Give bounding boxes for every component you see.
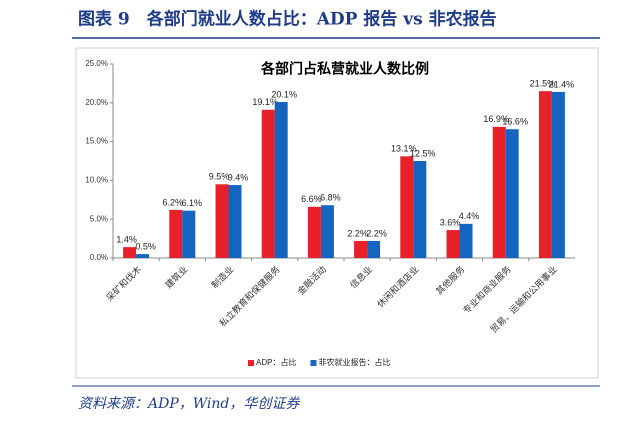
bar [182,210,196,258]
value-label: 6.2% [163,197,184,207]
figure-header: 图表 9 各部门就业人数占比：ADP 报告 vs 非农报告 [78,9,497,30]
legend-swatch [248,360,254,366]
value-label: 16.9% [483,114,509,124]
bar [505,129,519,258]
value-label: 9.4% [228,172,249,182]
chart-frame [75,47,599,379]
legend-label: 非农就业报告：占比 [318,357,390,367]
bar [215,184,229,258]
y-tick-label: 0.0% [90,253,108,262]
value-label: 13.1% [391,144,417,154]
bar [459,223,473,258]
value-label: 4.4% [459,211,480,221]
value-label: 16.6% [502,117,528,127]
value-label: 6.8% [320,193,341,203]
bar [307,206,321,258]
bar [367,240,381,258]
y-tick-label: 15.0% [85,137,108,146]
value-label: 20.1% [271,89,297,99]
bar [136,254,150,258]
y-tick-label: 20.0% [85,98,108,107]
value-label: 21.5% [530,79,556,89]
bar [320,205,334,258]
y-tick-label: 25.0% [85,59,108,68]
bar [354,240,368,258]
bar [413,161,427,258]
bar [123,247,137,258]
source-note: 资料来源：ADP，Wind，华创证券 [78,396,300,412]
value-label: 12.5% [410,148,436,158]
chart-title: 各部门占私营就业人数比例 [260,61,429,77]
bar [551,91,565,258]
value-label: 2.2% [366,228,387,238]
bar [492,126,506,258]
value-label: 19.1% [252,97,278,107]
legend-label: ADP：占比 [256,357,296,367]
value-label: 0.5% [135,241,156,251]
bar [261,109,275,258]
bar [538,91,552,258]
y-tick-label: 5.0% [90,214,108,223]
bar [446,230,460,258]
value-label: 6.1% [182,198,203,208]
value-label: 9.5% [209,172,230,182]
y-tick-label: 10.0% [85,176,108,185]
value-label: 1.4% [116,235,137,245]
value-label: 2.2% [347,228,368,238]
bar [400,156,414,258]
value-label: 6.6% [301,194,322,204]
legend-swatch [310,360,317,366]
bar [228,185,242,258]
bar [169,209,183,258]
value-label: 21.4% [549,79,575,89]
value-label: 3.6% [440,217,461,227]
bar [274,102,288,258]
